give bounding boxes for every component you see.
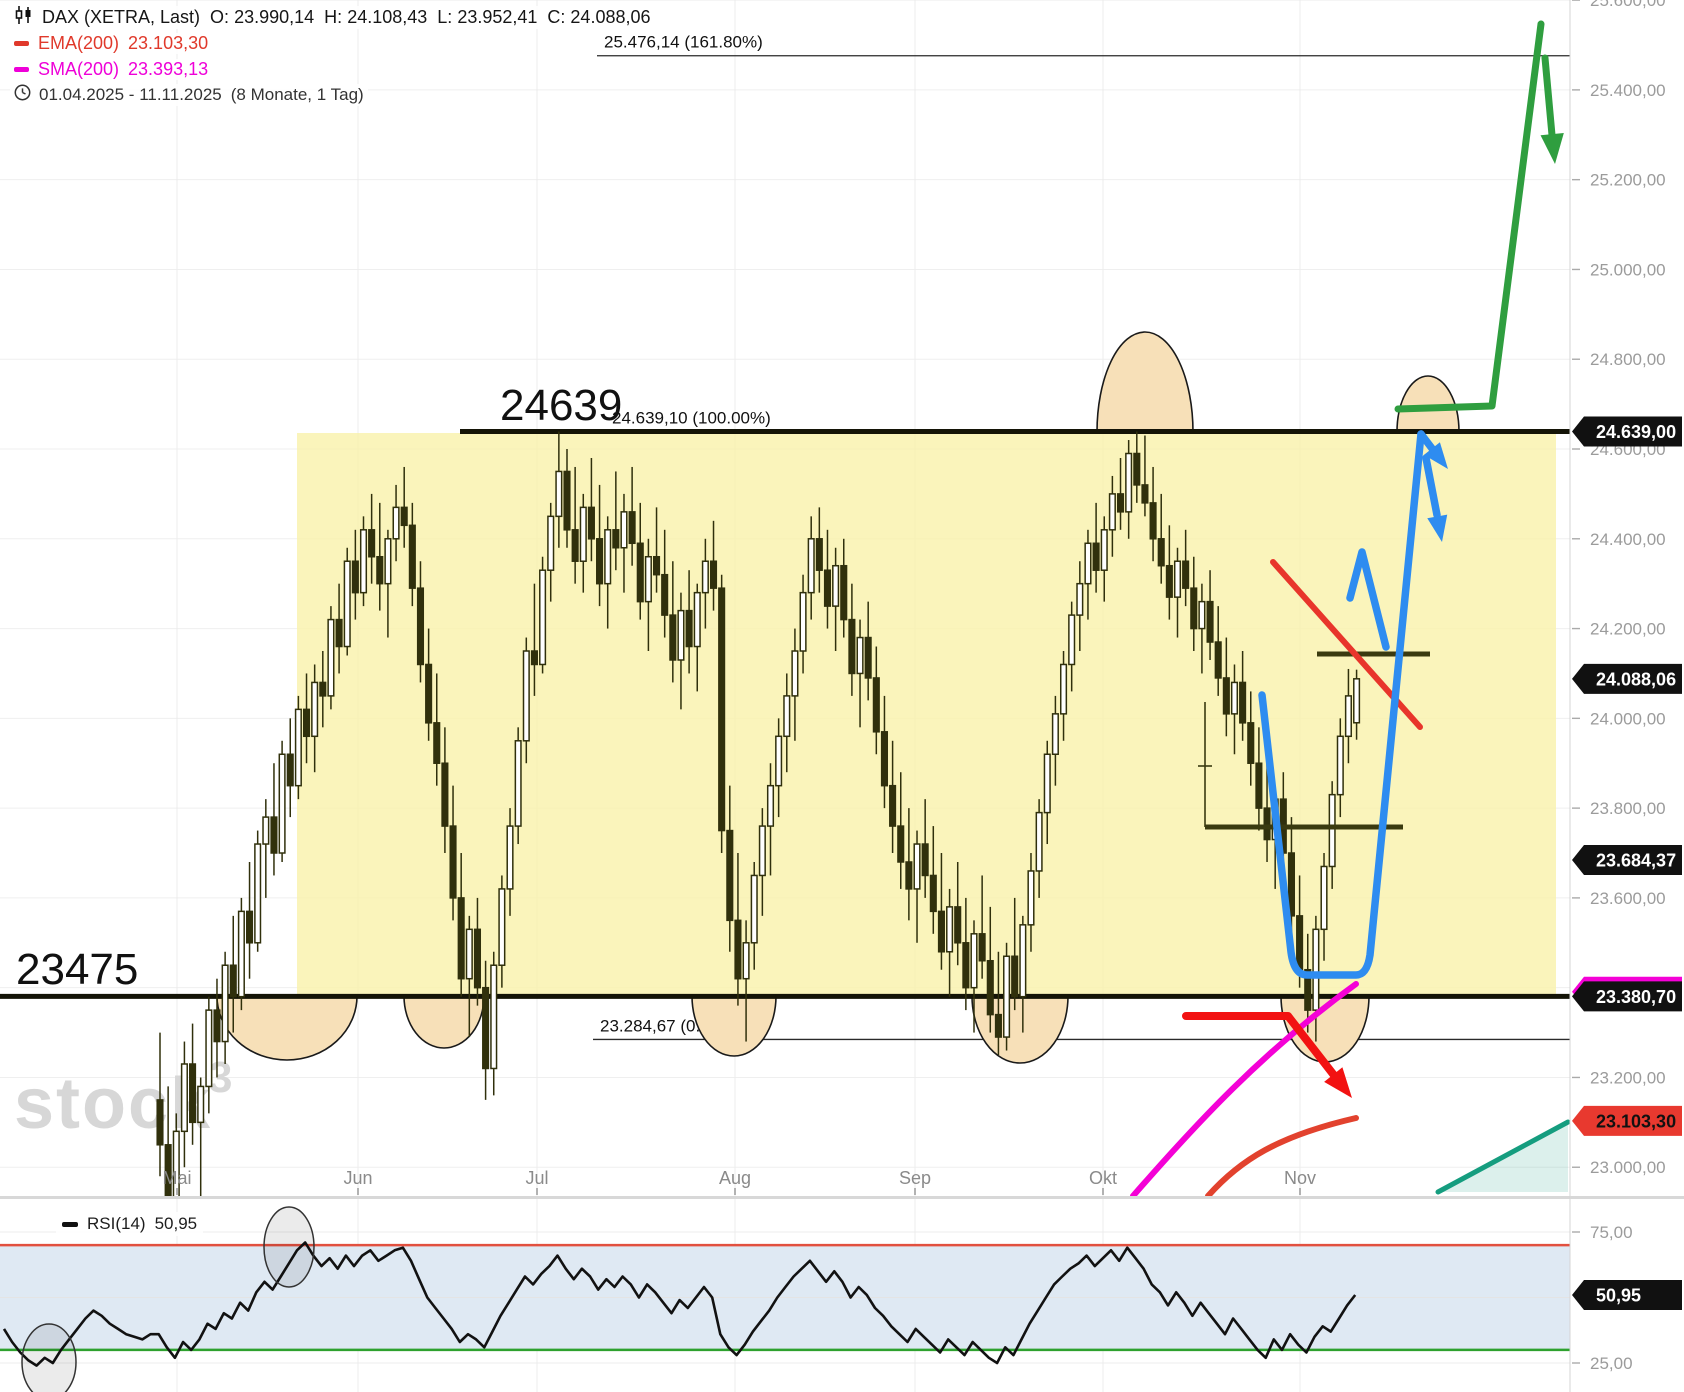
price-axis-badge: 24.639,00 — [1572, 416, 1682, 447]
sma-value: 23.393,13 — [128, 58, 209, 79]
y-axis-label: 25.400,00 — [1590, 81, 1666, 100]
y-axis-label: 24.400,00 — [1590, 530, 1666, 549]
rsi-legend: RSI(14) 50,95 — [56, 1212, 204, 1236]
month-label: Jul — [525, 1168, 548, 1188]
date-range-duration: (8 Monate, 1 Tag) — [230, 85, 364, 104]
rsi-label: RSI(14) — [87, 1214, 146, 1233]
price-axis-badge: 24.088,06 — [1572, 663, 1682, 694]
svg-text:24.088,06: 24.088,06 — [1596, 669, 1676, 689]
candlestick-logo-icon — [14, 5, 34, 29]
rsi-value: 50,95 — [154, 1214, 198, 1233]
rsi-axis-label: 25,00 — [1590, 1354, 1633, 1373]
sma-200-line — [1130, 981, 1359, 1199]
rsi-highlight-ellipse — [21, 1323, 77, 1392]
price-axis-badge: 23.684,37 — [1572, 845, 1682, 876]
month-label: Okt — [1089, 1168, 1117, 1188]
fibonacci-retracement: 25.476,14 (161.80%)24.639,10 (100.00%)23… — [593, 33, 1570, 1041]
ema-axis-badge: 23.103,30 — [1572, 1105, 1682, 1136]
svg-text:50,95: 50,95 — [1596, 1286, 1641, 1306]
y-axis-label: 25.200,00 — [1590, 171, 1666, 190]
legend-sma-row: SMA(200) 23.393,13 — [10, 56, 655, 82]
rsi-panel — [0, 1196, 1684, 1392]
price-axis-badge: 23.380,70 — [1572, 981, 1682, 1012]
y-axis-label: 23.800,00 — [1590, 799, 1666, 818]
reversal-arcs — [216, 331, 1460, 1064]
ema-200-line — [1205, 1115, 1359, 1199]
y-axis-label: 23.200,00 — [1590, 1068, 1666, 1087]
resistance-level-text: 24639 — [500, 381, 622, 430]
y-axis-label: 23.000,00 — [1590, 1158, 1666, 1177]
x-axis: Mai Jun Jul Aug Sep Okt Nov — [162, 1168, 1316, 1195]
clock-icon — [14, 84, 31, 106]
svg-text:23.103,30: 23.103,30 — [1596, 1111, 1676, 1131]
month-label: Jun — [343, 1168, 372, 1188]
month-label: Aug — [719, 1168, 751, 1188]
legend-range-row: 01.04.2025 - 11.11.2025 (8 Monate, 1 Tag… — [10, 82, 655, 108]
price-level-segments — [1198, 651, 1430, 830]
ohlc-values: O: 23.990,14 H: 24.108,43 L: 23.952,41 C… — [210, 6, 651, 27]
chart-legend: DAX (XETRA, Last) O: 23.990,14 H: 24.108… — [10, 4, 655, 108]
rsi-highlight-ellipse — [263, 1206, 315, 1288]
y-axis-label: 23.600,00 — [1590, 889, 1666, 908]
month-label: Mai — [162, 1168, 191, 1188]
date-range: 01.04.2025 - 11.11.2025 — [39, 85, 222, 104]
symbol-label: DAX (XETRA, Last) — [42, 6, 201, 27]
svg-text:24.639,10 (100.00%): 24.639,10 (100.00%) — [612, 408, 771, 427]
y-axis-label: 25.000,00 — [1590, 260, 1666, 279]
support-level-text: 23475 — [16, 945, 138, 994]
y-axis-label: 25.600,00 — [1590, 0, 1666, 10]
svg-text:23.684,37: 23.684,37 — [1596, 851, 1676, 871]
legend-ema-row: EMA(200) 23.103,30 — [10, 30, 655, 56]
candles-layer — [156, 431, 1361, 1196]
blue-scenario-arrows — [1258, 430, 1448, 979]
range-box — [297, 433, 1556, 995]
rsi-axis-badge: 50,95 — [1572, 1280, 1682, 1311]
month-label: Sep — [899, 1168, 931, 1188]
rsi-axis-label: 75,00 — [1590, 1223, 1633, 1242]
y-axis-label: 24.000,00 — [1590, 709, 1666, 728]
sma-label: SMA(200) — [38, 58, 120, 79]
teal-projection-line — [1435, 1119, 1571, 1195]
rsi-curve — [2, 1241, 1357, 1367]
rsi-line-icon — [62, 1221, 78, 1227]
svg-text:24.639,00: 24.639,00 — [1596, 422, 1676, 442]
y-axis-label: 24.800,00 — [1590, 350, 1666, 369]
red-down-arrow — [1182, 1012, 1352, 1098]
sma-line-icon — [14, 66, 29, 72]
svg-text:23.380,70: 23.380,70 — [1596, 987, 1676, 1007]
svg-text:25.476,14 (161.80%): 25.476,14 (161.80%) — [604, 33, 763, 52]
ema-label: EMA(200) — [38, 32, 120, 53]
y-axis: 25.600,00 25.400,00 25.200,00 25.000,00 24.8… — [1569, 0, 1684, 1392]
legend-title-row: DAX (XETRA, Last) O: 23.990,14 H: 24.108… — [10, 4, 655, 30]
ema-line-icon — [14, 40, 29, 46]
green-target-arrow — [1394, 20, 1564, 413]
month-label: Nov — [1284, 1168, 1316, 1188]
y-axis-label: 24.200,00 — [1590, 620, 1666, 639]
ema-value: 23.103,30 — [128, 32, 209, 53]
